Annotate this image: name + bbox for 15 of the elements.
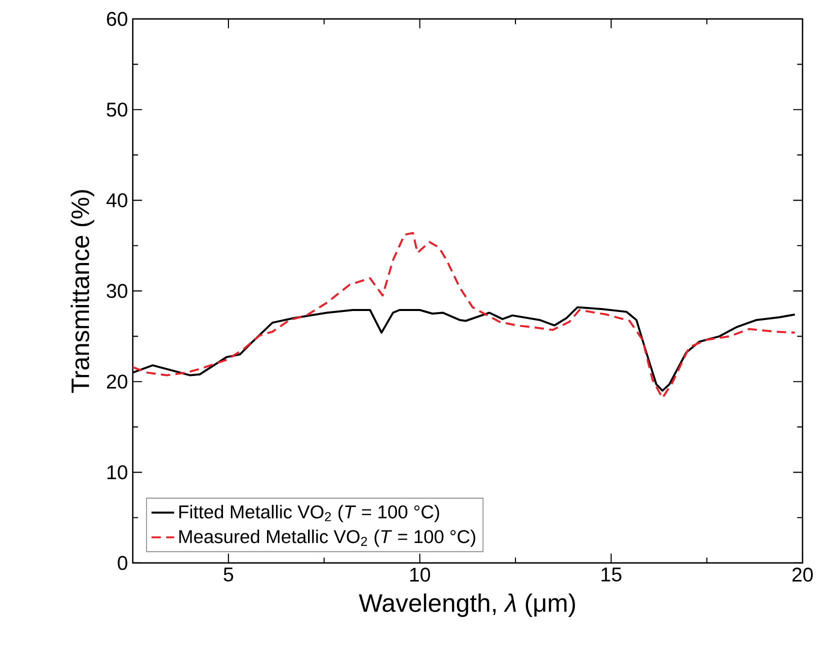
x-tick-label: 10 — [410, 568, 430, 582]
y-tick-label: 60 — [106, 12, 128, 26]
x-tick-label: 15 — [602, 568, 622, 582]
y-tick-label: 50 — [106, 102, 128, 117]
y-tick-label: 10 — [107, 465, 128, 480]
y-axis-title: Transmittance (%) — [70, 190, 94, 393]
legend-label: Fitted Metallic VO$_{2}$ (T = 100 °C) — [179, 504, 440, 522]
y-tick-label: 30 — [106, 284, 128, 298]
y-tick-label: 40 — [106, 193, 128, 208]
y-tick-label: 0 — [118, 556, 128, 570]
x-axis-title: Wavelength, λ (μm) — [358, 594, 575, 618]
x-tick-label: 5 — [224, 568, 234, 582]
legend-label: Measured Metallic VO$_{2}$ (T = 100 °C) — [179, 530, 476, 547]
y-tick-label: 20 — [106, 374, 128, 389]
x-tick-label: 20 — [792, 568, 813, 582]
